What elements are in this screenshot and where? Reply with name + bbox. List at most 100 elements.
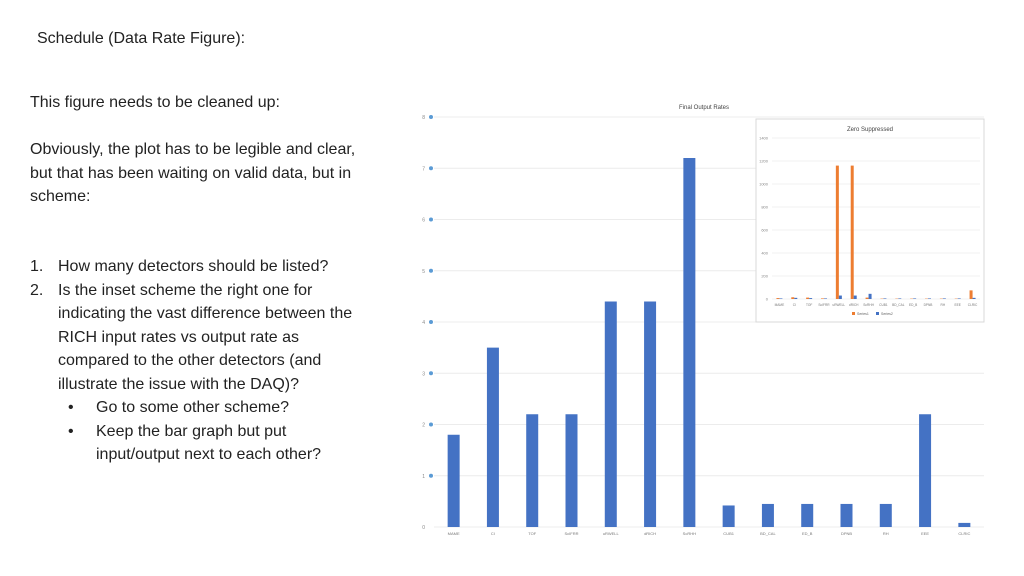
main-y-tick-label: 3: [422, 371, 425, 377]
inset-y-tick-label: 0: [766, 297, 769, 302]
inset-x-tick-label: RH: [941, 303, 946, 307]
question-item: 2. Is the inset scheme the right one for…: [30, 279, 370, 397]
inset-bar: [809, 298, 813, 299]
inset-bar: [913, 298, 917, 299]
inset-x-tick-label: dRICH: [849, 303, 859, 307]
inset-legend-label: Series1: [857, 312, 869, 316]
main-x-tick-label: uRWELL: [603, 531, 620, 536]
inset-bar: [865, 297, 869, 299]
question-item: 1. How many detectors should be listed?: [30, 255, 370, 279]
inset-x-tick-label: ED_B: [909, 303, 917, 307]
question-text: Is the inset scheme the right one for in…: [58, 281, 353, 393]
main-x-tick-label: MAME: [448, 531, 460, 536]
main-y-tick-dot: [429, 473, 433, 478]
main-x-tick-label: CI: [491, 531, 495, 536]
inset-y-tick-label: 400: [761, 251, 768, 256]
main-y-tick-dot: [429, 371, 433, 376]
main-x-tick-label: ED_B: [802, 531, 813, 536]
inset-x-tick-label: CI: [793, 303, 796, 307]
main-bar: [565, 414, 578, 527]
inset-x-tick-label: ScIFRR: [818, 303, 830, 307]
main-y-tick-dot: [429, 268, 433, 273]
main-y-tick-dot: [429, 320, 433, 324]
inset-y-tick-label: 800: [761, 205, 768, 210]
inset-legend-swatch: [852, 312, 855, 315]
inset-bar: [806, 297, 810, 299]
main-bar: [919, 414, 932, 527]
main-x-tick-label: CUB1: [723, 531, 734, 536]
inset-chart-frame: [755, 118, 985, 323]
main-x-tick-label: dRICH: [644, 531, 656, 536]
main-x-tick-label: BD_CAL: [760, 531, 776, 536]
inset-x-tick-label: BD_CAL: [892, 303, 905, 307]
inset-bar: [969, 290, 973, 299]
main-bar: [958, 522, 971, 527]
inset-y-tick-label: 600: [761, 228, 768, 233]
main-bar: [801, 503, 814, 527]
main-x-tick-label: RH: [883, 531, 889, 536]
bullet-mark: •: [68, 422, 74, 440]
inset-bar: [942, 298, 946, 299]
main-chart-title: Final Output Rates: [679, 105, 729, 111]
inset-bar: [824, 298, 827, 299]
main-x-tick-label: ScIFRR: [565, 531, 579, 536]
bullet-text: Go to some other scheme?: [96, 399, 289, 416]
main-x-tick-label: DPNB: [841, 531, 852, 536]
main-y-tick-label: 8: [422, 115, 425, 121]
main-x-tick-label: EEE: [921, 531, 929, 536]
main-x-tick-label: CLRIC: [958, 531, 970, 536]
inset-bar: [776, 298, 780, 299]
inset-bar: [928, 298, 931, 299]
main-y-tick-label: 1: [422, 474, 425, 480]
main-bar: [761, 503, 774, 527]
main-bar: [840, 503, 853, 527]
inset-bar: [853, 295, 857, 299]
main-y-tick-label: 4: [422, 320, 425, 326]
inset-x-tick-label: MAME: [775, 303, 785, 307]
slide-title: Schedule (Data Rate Figure):: [37, 30, 246, 47]
main-y-tick-dot: [429, 115, 433, 119]
main-bar: [447, 434, 460, 527]
main-y-tick-dot: [429, 217, 433, 222]
inset-y-tick-label: 1400: [759, 136, 769, 141]
main-bar: [683, 158, 696, 527]
bullet-item: • Keep the bar graph but put input/outpu…: [30, 420, 370, 467]
main-y-tick-label: 7: [422, 166, 425, 172]
main-bar: [486, 347, 499, 527]
main-bar: [604, 301, 617, 527]
question-text: How many detectors should be listed?: [58, 258, 329, 275]
main-y-tick-dot: [429, 166, 433, 171]
inset-chart: Zero Suppressed 1400 1200 1000 800 600 400 200 0…: [755, 118, 985, 323]
main-y-tick-label: 0: [422, 525, 425, 531]
inset-legend-label: Series2: [881, 312, 893, 316]
inset-y-tick-label: 1200: [759, 159, 769, 164]
inset-x-tick-label: CLRIC: [968, 303, 978, 307]
bullet-mark: •: [68, 399, 74, 416]
obviously-paragraph: Obviously, the plot has to be legible an…: [30, 141, 356, 205]
main-y-tick-label: 6: [422, 218, 425, 224]
inset-bar: [838, 295, 842, 299]
inset-bar: [850, 165, 854, 299]
main-bar: [526, 414, 539, 527]
inset-x-tick-label: ScRHH: [863, 303, 874, 307]
inset-bar: [898, 298, 902, 299]
inset-bar: [821, 298, 824, 299]
question-number: 1.: [30, 258, 44, 275]
inset-bar: [883, 298, 887, 299]
question-number: 2.: [30, 281, 44, 299]
inset-bar: [791, 297, 795, 299]
inset-bar: [957, 298, 961, 299]
inset-y-tick-label: 200: [761, 274, 768, 279]
inset-x-tick-label: CUB1: [879, 303, 888, 307]
inset-y-tick-label: 1000: [759, 182, 769, 187]
inset-x-tick-label: uRWELL: [833, 303, 846, 307]
inset-bar: [794, 297, 798, 299]
question-list: 1. How many detectors should be listed? …: [30, 255, 370, 467]
inset-bar: [972, 297, 976, 299]
inset-x-tick-label: EEE: [955, 303, 961, 307]
main-y-tick-label: 5: [422, 269, 425, 275]
bullet-text: Keep the bar graph but put input/output …: [96, 422, 322, 464]
inset-legend-swatch: [876, 312, 879, 315]
inset-x-tick-label: DPNB: [924, 303, 933, 307]
